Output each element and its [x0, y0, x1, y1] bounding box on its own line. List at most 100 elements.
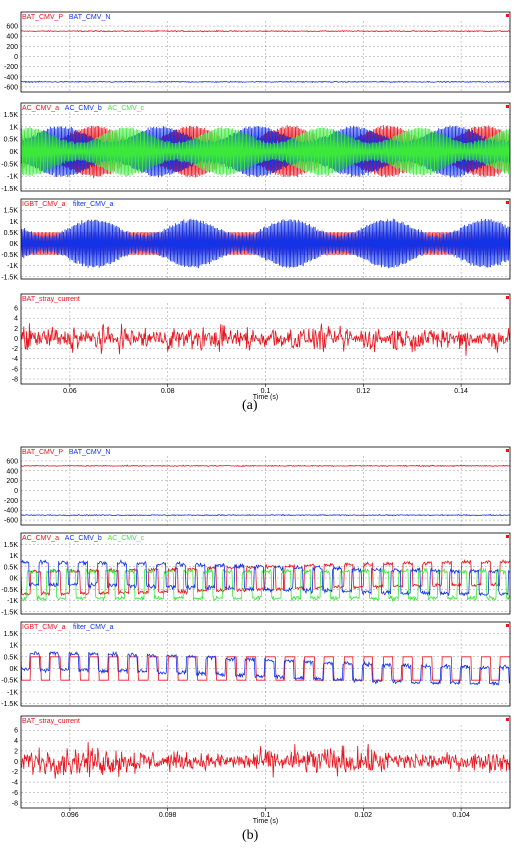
series-IGBT_CMV_a: [21, 656, 510, 681]
waveform-group: [21, 323, 510, 356]
panel-marker: [506, 14, 509, 17]
y-tick-label: -400: [4, 508, 18, 515]
x-tick-label: 0.1: [261, 812, 271, 819]
x-tick-label: 0.096: [61, 812, 79, 819]
y-tick-label: 0.5K: [4, 564, 19, 571]
y-tick-label: -8: [12, 376, 18, 383]
y-tick-label: 400: [6, 468, 18, 475]
y-tick-label: -200: [4, 498, 18, 505]
y-tick-label: 4: [14, 316, 18, 323]
panel-b-1: 600 400 200 0 -200 -400 -600 BAT_CMV_P BAT_CMV_N: [4, 446, 511, 526]
y-tick-label: -600: [4, 518, 18, 525]
y-tick-label: 2: [14, 748, 18, 755]
panel-b-4: 6 4 2 0 -2 -4 -6 -8 BAT_stray_current: [12, 715, 511, 809]
x-axis-label: Time (s): [253, 394, 278, 401]
y-tick-label: -0.5K: [1, 161, 18, 168]
y-tick-label: -4: [12, 780, 18, 787]
panel-a-1: 600 400 200 0 -200 -400 -600 BAT_CMV_P BAT_CMV_N: [4, 11, 511, 93]
x-tick-label: 0.08: [161, 388, 175, 395]
y-tick-label: 0.5K: [4, 230, 19, 237]
series-BAT_stray_current: [21, 323, 510, 356]
y-tick-label: 4: [14, 738, 18, 745]
y-tick-label: 0K: [9, 666, 18, 673]
x-tick-label: 0.104: [452, 812, 470, 819]
series-filter_CMV_a: [21, 218, 510, 269]
waveform-group: [21, 464, 510, 517]
y-tick-label: -1K: [7, 174, 18, 181]
y-tick-label: -4: [12, 356, 18, 363]
y-tick-label: 6: [14, 306, 18, 313]
panel-marker: [506, 624, 509, 627]
y-tick-label: -1K: [7, 598, 18, 605]
caption-b: (b): [242, 828, 259, 843]
x-tick-label: 0.102: [355, 812, 373, 819]
x-tick-label: 0.098: [159, 812, 177, 819]
y-tick-label: 1K: [9, 124, 18, 131]
legend-BAT_stray_current: BAT_stray_current: [22, 718, 80, 725]
y-tick-label: -1K: [7, 263, 18, 270]
panel-a-2: 1.5K 1K 0.5K 0K -0.5K -1K -1.5K AC_CMV_a AC_CMV_…: [1, 102, 511, 193]
panel-marker: [506, 535, 509, 538]
y-tick-label: -1.5K: [1, 609, 18, 616]
legend-AC_CMV_c: AC_CMV_c: [108, 105, 145, 112]
y-tick-label: 0: [14, 54, 18, 61]
x-tick-label: 0.1: [261, 388, 271, 395]
panel-frame: [20, 621, 511, 707]
y-tick-label: 1K: [9, 553, 18, 560]
y-tick-label: -1.5K: [1, 186, 18, 193]
x-axis-b: 0.096 0.098 0.1 0.102 0.104 Time (s): [61, 808, 470, 825]
legend-filter_CMV_a: filter_CMV_a: [73, 624, 114, 631]
y-tick-label: 0.5K: [4, 137, 19, 144]
y-tick-label: 200: [6, 44, 18, 51]
y-tick-label: -0.5K: [1, 587, 18, 594]
y-tick-label: 200: [6, 478, 18, 485]
series-BAT_CMV_P: [21, 29, 510, 33]
y-tick-label: 1K: [9, 219, 18, 226]
y-tick-label: 600: [6, 458, 18, 465]
y-tick-label: -2: [12, 346, 18, 353]
caption-a: (a): [242, 398, 258, 413]
waveform-group: [21, 218, 510, 269]
y-tick-label: 0K: [9, 576, 18, 583]
series-BAT_CMV_P: [21, 464, 510, 468]
y-tick-label: -1K: [7, 689, 18, 696]
y-tick-label: -400: [4, 74, 18, 81]
y-tick-label: 1.5K: [4, 542, 19, 549]
y-tick-label: -6: [12, 790, 18, 797]
y-tick-label: 0: [14, 488, 18, 495]
legend-BAT_CMV_P: BAT_CMV_P: [22, 449, 63, 456]
y-tick-label: 0: [14, 336, 18, 343]
legend-BAT_CMV_N: BAT_CMV_N: [69, 14, 111, 21]
panel-frame: [20, 446, 511, 526]
panel-marker: [506, 296, 509, 299]
y-tick-label: -0.5K: [1, 252, 18, 259]
series-AC_CMV_b: [21, 559, 510, 597]
y-tick-label: -600: [4, 84, 18, 91]
y-tick-label: -2: [12, 769, 18, 776]
y-tick-label: -0.5K: [1, 678, 18, 685]
waveform-group: [21, 29, 510, 84]
y-tick-label: -6: [12, 366, 18, 373]
y-tick-label: 6: [14, 728, 18, 735]
y-tick-label: 1.5K: [4, 112, 19, 119]
panel-marker: [506, 718, 509, 721]
panel-marker: [506, 201, 509, 204]
panel-b-2: 1.5K 1K 0.5K 0K -0.5K -1K -1.5K AC_CMV_a AC_CMV_…: [1, 532, 511, 616]
waveform-group: [21, 650, 510, 687]
panel-marker: [506, 449, 509, 452]
panel-frame: [20, 102, 511, 192]
panel-b-3: 1.5K 1K 0.5K 0K -0.5K -1K -1.5K IGBT_CMV_a filte…: [1, 621, 511, 708]
y-tick-label: -8: [12, 800, 18, 807]
legend-AC_CMV_b: AC_CMV_b: [65, 535, 102, 542]
series-BAT_stray_current: [21, 741, 510, 779]
legend-AC_CMV_a: AC_CMV_a: [22, 535, 59, 542]
x-axis-label: Time (s): [253, 818, 278, 825]
series-AC_CMV_c: [21, 127, 510, 177]
panel-frame: [20, 532, 511, 615]
series-BAT_CMV_N: [21, 80, 510, 84]
legend-IGBT_CMV_a: IGBT_CMV_a: [22, 624, 66, 631]
y-tick-label: 0K: [9, 149, 18, 156]
y-tick-label: -1.5K: [1, 701, 18, 708]
y-tick-label: 0.5K: [4, 654, 19, 661]
